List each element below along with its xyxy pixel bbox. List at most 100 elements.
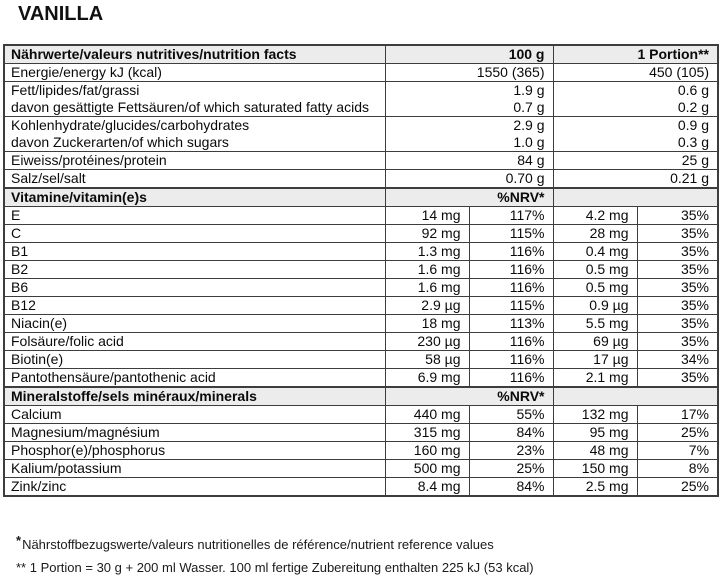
nrv-per-portion: 25% bbox=[636, 477, 719, 497]
footnote-nrv: *Nährstoffbezugswerte/valeurs nutritione… bbox=[16, 533, 534, 553]
nrv-per-100g: 116% bbox=[468, 242, 554, 261]
amount-per-portion: 48 mg bbox=[552, 441, 638, 460]
row-vitamin-b6: B6 1.6 mg 116% 0.5 mg 35% bbox=[3, 278, 719, 297]
nrv-per-portion: 35% bbox=[636, 242, 719, 261]
section-header-vitamins: Vitamine/vitamin(e)s %NRV* bbox=[3, 187, 719, 207]
row-energy: Energie/energy kJ (kcal) 1550 (365) 450 … bbox=[3, 63, 719, 82]
amount-per-portion: 0.5 mg bbox=[552, 260, 638, 279]
amount-per-100g: 6.9 mg bbox=[384, 368, 470, 388]
amount-per-100g: 1.3 mg bbox=[384, 242, 470, 261]
amount-per-100g: 92 mg bbox=[384, 224, 470, 243]
value-per-100g: 1.0 g bbox=[384, 134, 554, 152]
row-potassium: Kalium/potassium 500 mg 25% 150 mg 8% bbox=[3, 459, 719, 478]
nutrient-label: Salz/sel/salt bbox=[3, 169, 386, 189]
section-header-minerals: Mineralstoffe/sels minéraux/minerals %NR… bbox=[3, 386, 719, 406]
nutrient-label: Magnesium/magnésium bbox=[3, 423, 386, 442]
amount-per-100g: 1.6 mg bbox=[384, 278, 470, 297]
row-vitamin-b1: B1 1.3 mg 116% 0.4 mg 35% bbox=[3, 242, 719, 261]
nrv-per-100g: 116% bbox=[468, 278, 554, 297]
row-salt: Salz/sel/salt 0.70 g 0.21 g bbox=[3, 169, 719, 189]
nutrient-label: B2 bbox=[3, 260, 386, 279]
row-folic-acid: Folsäure/folic acid 230 µg 116% 69 µg 35… bbox=[3, 332, 719, 351]
nrv-per-portion: 8% bbox=[636, 459, 719, 478]
nrv-per-100g: 84% bbox=[468, 423, 554, 442]
row-calcium: Calcium 440 mg 55% 132 mg 17% bbox=[3, 405, 719, 424]
amount-per-100g: 160 mg bbox=[384, 441, 470, 460]
nrv-per-portion: 35% bbox=[636, 332, 719, 351]
nrv-per-portion: 35% bbox=[636, 278, 719, 297]
amount-per-portion: 0.9 µg bbox=[552, 296, 638, 315]
column-header-nutrients: Nährwerte/valeurs nutritives/nutrition f… bbox=[3, 44, 386, 64]
amount-per-100g: 1.6 mg bbox=[384, 260, 470, 279]
amount-per-portion: 2.1 mg bbox=[552, 368, 638, 388]
row-phosphorus: Phosphor(e)/phosphorus 160 mg 23% 48 mg … bbox=[3, 441, 719, 460]
value-per-100g: 1550 (365) bbox=[384, 63, 554, 82]
value-per-100g: 0.7 g bbox=[384, 99, 554, 117]
nutrient-label: Pantothensäure/pantothenic acid bbox=[3, 368, 386, 388]
nrv-per-portion: 35% bbox=[636, 206, 719, 225]
value-per-100g: 2.9 g bbox=[384, 116, 554, 134]
nutrient-sublabel: davon Zuckerarten/of which sugars bbox=[3, 134, 386, 152]
nutrient-label: Energie/energy kJ (kcal) bbox=[3, 63, 386, 82]
nrv-per-portion: 17% bbox=[636, 405, 719, 424]
amount-per-portion: 132 mg bbox=[552, 405, 638, 424]
column-header-portion: 1 Portion** bbox=[552, 44, 719, 64]
nrv-per-portion: 35% bbox=[636, 368, 719, 388]
nrv-per-100g: 113% bbox=[468, 314, 554, 333]
nrv-per-100g: 115% bbox=[468, 224, 554, 243]
nrv-per-portion: 35% bbox=[636, 296, 719, 315]
nutrient-label: Folsäure/folic acid bbox=[3, 332, 386, 351]
empty-cell bbox=[552, 386, 719, 406]
amount-per-100g: 18 mg bbox=[384, 314, 470, 333]
nrv-per-100g: 115% bbox=[468, 296, 554, 315]
value-per-100g: 84 g bbox=[384, 151, 554, 170]
nrv-per-100g: 116% bbox=[468, 350, 554, 369]
value-per-portion: 450 (105) bbox=[552, 63, 719, 82]
amount-per-100g: 230 µg bbox=[384, 332, 470, 351]
nutrition-facts-table: Nährwerte/valeurs nutritives/nutrition f… bbox=[3, 44, 720, 497]
amount-per-portion: 5.5 mg bbox=[552, 314, 638, 333]
amount-per-100g: 14 mg bbox=[384, 206, 470, 225]
nutrient-label: Kohlenhydrate/glucides/carbohydrates bbox=[3, 116, 386, 134]
row-pantothenic-acid: Pantothensäure/pantothenic acid 6.9 mg 1… bbox=[3, 368, 719, 388]
nrv-per-portion: 7% bbox=[636, 441, 719, 460]
nutrient-label: Niacin(e) bbox=[3, 314, 386, 333]
row-vitamin-e: E 14 mg 117% 4.2 mg 35% bbox=[3, 206, 719, 225]
nrv-column-label: %NRV* bbox=[384, 187, 554, 207]
section-title: Mineralstoffe/sels minéraux/minerals bbox=[3, 386, 386, 406]
footnote-nrv-text: Nährstoffbezugswerte/valeurs nutritionel… bbox=[22, 537, 494, 552]
nrv-per-100g: 116% bbox=[468, 368, 554, 388]
row-biotin: Biotin(e) 58 µg 116% 17 µg 34% bbox=[3, 350, 719, 369]
nutrient-label: Biotin(e) bbox=[3, 350, 386, 369]
row-vitamin-b12: B12 2.9 µg 115% 0.9 µg 35% bbox=[3, 296, 719, 315]
amount-per-portion: 0.4 mg bbox=[552, 242, 638, 261]
row-carbohydrates: Kohlenhydrate/glucides/carbohydrates 2.9… bbox=[3, 116, 719, 134]
nrv-per-portion: 25% bbox=[636, 423, 719, 442]
value-per-portion: 0.21 g bbox=[552, 169, 719, 189]
footnote-portion: ** 1 Portion = 30 g + 200 ml Wasser. 100… bbox=[16, 560, 534, 575]
nutrient-label: Calcium bbox=[3, 405, 386, 424]
nrv-per-100g: 25% bbox=[468, 459, 554, 478]
nutrient-sublabel: davon gesättigte Fettsäuren/of which sat… bbox=[3, 99, 386, 117]
amount-per-portion: 69 µg bbox=[552, 332, 638, 351]
row-niacin: Niacin(e) 18 mg 113% 5.5 mg 35% bbox=[3, 314, 719, 333]
value-per-portion: 0.6 g bbox=[552, 81, 719, 99]
table-header-row: Nährwerte/valeurs nutritives/nutrition f… bbox=[3, 44, 719, 64]
page-title: VANILLA bbox=[18, 3, 104, 25]
amount-per-100g: 440 mg bbox=[384, 405, 470, 424]
row-vitamin-b2: B2 1.6 mg 116% 0.5 mg 35% bbox=[3, 260, 719, 279]
column-header-100g: 100 g bbox=[384, 44, 554, 64]
nrv-per-portion: 35% bbox=[636, 260, 719, 279]
nrv-column-label: %NRV* bbox=[384, 386, 554, 406]
footnotes: *Nährstoffbezugswerte/valeurs nutritione… bbox=[16, 533, 534, 576]
amount-per-100g: 500 mg bbox=[384, 459, 470, 478]
amount-per-portion: 150 mg bbox=[552, 459, 638, 478]
nutrient-label: B12 bbox=[3, 296, 386, 315]
value-per-portion: 0.9 g bbox=[552, 116, 719, 134]
section-title: Vitamine/vitamin(e)s bbox=[3, 187, 386, 207]
amount-per-100g: 8.4 mg bbox=[384, 477, 470, 497]
row-magnesium: Magnesium/magnésium 315 mg 84% 95 mg 25% bbox=[3, 423, 719, 442]
empty-cell bbox=[552, 187, 719, 207]
amount-per-portion: 28 mg bbox=[552, 224, 638, 243]
